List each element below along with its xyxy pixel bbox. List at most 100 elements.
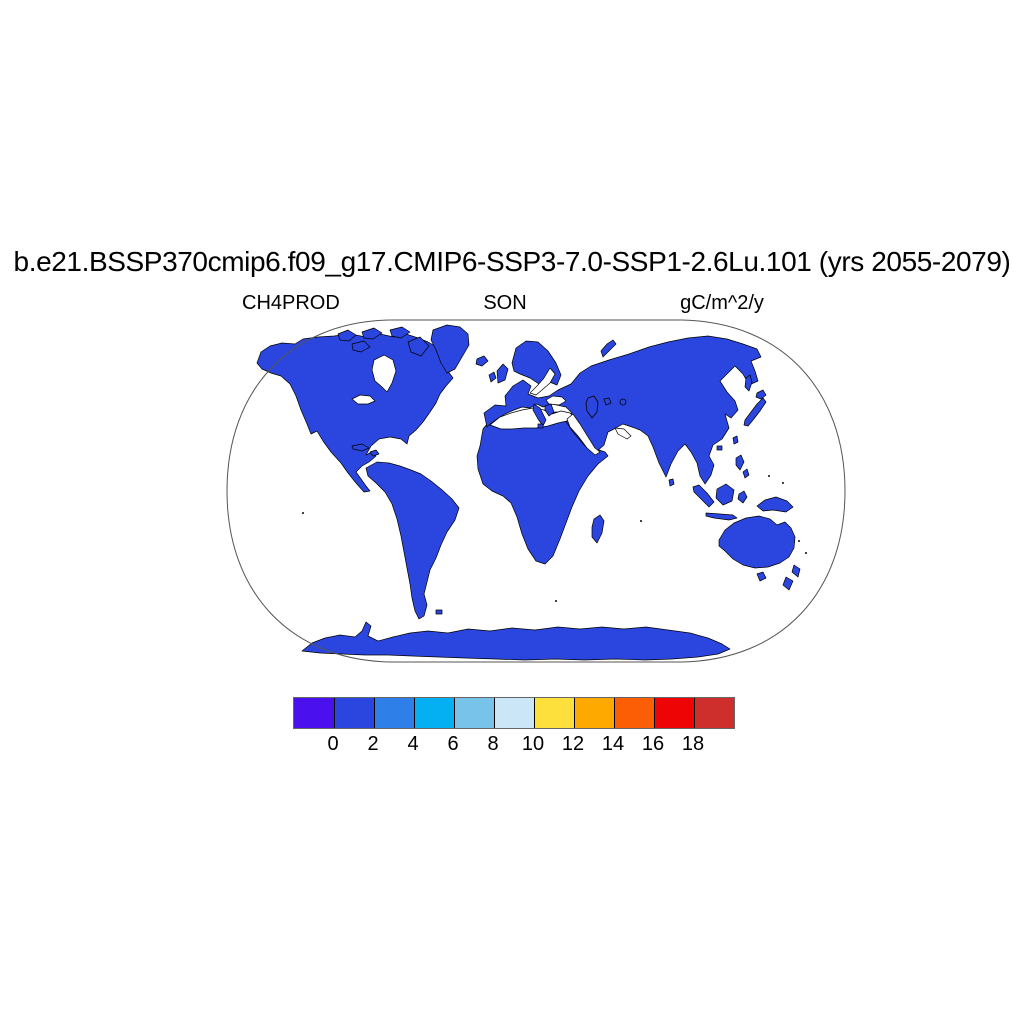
heatmap-cell (740, 384, 744, 388)
heatmap-cell (372, 490, 376, 494)
colorbar-tick-label: 16 (641, 733, 665, 755)
heatmap-cell (380, 510, 384, 514)
heatmap-cell (724, 450, 728, 454)
heatmap-cell (648, 470, 652, 474)
heatmap-cell (564, 364, 568, 368)
island-speck (798, 540, 800, 542)
heatmap-cell (652, 474, 656, 478)
heatmap-cell (372, 490, 376, 494)
heatmap-cell (720, 452, 724, 456)
heatmap-cell (648, 478, 652, 482)
heatmap-cell (728, 472, 732, 476)
heatmap-cell (728, 472, 732, 476)
heatmap-cell (736, 372, 740, 376)
taiwan (732, 435, 739, 445)
heatmap-cell (504, 536, 508, 540)
heatmap-cell (676, 478, 680, 482)
heatmap-cell (740, 506, 744, 510)
heatmap-cell (452, 384, 456, 388)
heatmap-cell (638, 340, 642, 344)
heatmap-cell (736, 482, 740, 486)
heatmap-cell (376, 506, 380, 510)
heatmap-cell (716, 476, 720, 480)
heatmap-cell (712, 506, 716, 510)
heatmap-cell (478, 486, 482, 490)
heatmap-cell (436, 560, 440, 564)
heatmap-cell (318, 446, 322, 450)
heatmap-cell (676, 462, 680, 466)
colorbar-tick-label: 6 (447, 733, 459, 755)
heatmap-cell (692, 472, 696, 476)
heatmap-cell (648, 466, 652, 470)
heatmap-cell (748, 494, 752, 498)
ireland (488, 371, 497, 383)
heatmap-cell (680, 454, 684, 458)
heatmap-cell (384, 530, 388, 534)
heatmap-cell (376, 498, 380, 502)
heatmap-cell (692, 482, 696, 486)
heatmap-cell (736, 372, 740, 376)
heatmap-cell (652, 478, 656, 482)
heatmap-cell (724, 464, 728, 468)
lakes-layer (585, 395, 627, 419)
heatmap-cell (652, 340, 656, 344)
heatmap-cell (318, 446, 322, 450)
heatmap-cell (760, 490, 764, 494)
heatmap-cell (376, 446, 380, 450)
heatmap-cell (740, 400, 744, 404)
heatmap-cell (704, 484, 708, 488)
heatmap-cell (436, 568, 440, 572)
heatmap-cell (728, 384, 732, 388)
heatmap-cell (578, 356, 582, 360)
heatmap-cell (692, 502, 696, 506)
heatmap-cell (380, 514, 384, 518)
heatmap-cell (586, 360, 590, 364)
heatmap-cell (348, 480, 352, 484)
heatmap-cell (728, 472, 732, 476)
heatmap-cell (672, 336, 676, 340)
heatmap-cell (760, 482, 764, 486)
heatmap-cell (652, 340, 656, 344)
heatmap-cell (546, 388, 550, 392)
heatmap-cell (688, 470, 692, 474)
heatmap-cell (788, 496, 792, 500)
heatmap-cell (746, 454, 750, 458)
heatmap-cell (740, 408, 744, 412)
heatmap-cell (708, 484, 712, 488)
heatmap-cell (720, 480, 724, 484)
heatmap-cell (618, 352, 622, 356)
heatmap-cell (724, 476, 728, 480)
aral-sea (603, 397, 612, 406)
heatmap-cell (732, 418, 736, 422)
heatmap-cell (746, 454, 750, 458)
heatmap-cell (578, 348, 582, 352)
java (705, 512, 738, 521)
heatmap-cell (684, 462, 688, 466)
heatmap-cell (506, 384, 510, 388)
heatmap-cell (724, 448, 728, 452)
heatmap-cell (444, 388, 448, 392)
heatmap-cell (626, 340, 630, 344)
heatmap-cell (740, 376, 744, 380)
heatmap-cell (606, 356, 610, 360)
heatmap-cell (724, 460, 728, 464)
heatmap-cell (478, 486, 482, 490)
heatmap-cell (704, 506, 708, 510)
heatmap-cell (728, 434, 732, 438)
heatmap-cell (504, 516, 508, 520)
heatmap-cell (556, 346, 560, 350)
heatmap-cell (740, 376, 744, 380)
heatmap-cell (626, 340, 630, 344)
heatmap-cell (618, 348, 622, 352)
heatmap-cell (712, 456, 716, 460)
heatmap-cell (648, 458, 652, 462)
heatmap-cell (684, 474, 688, 478)
heatmap-cell (748, 340, 752, 344)
heatmap-cell (724, 472, 728, 476)
heatmap-cell (728, 476, 732, 480)
heatmap-cell (732, 392, 736, 396)
heatmap-cell (644, 336, 648, 340)
heatmap-cell (504, 508, 508, 512)
heatmap-cell (746, 454, 750, 458)
